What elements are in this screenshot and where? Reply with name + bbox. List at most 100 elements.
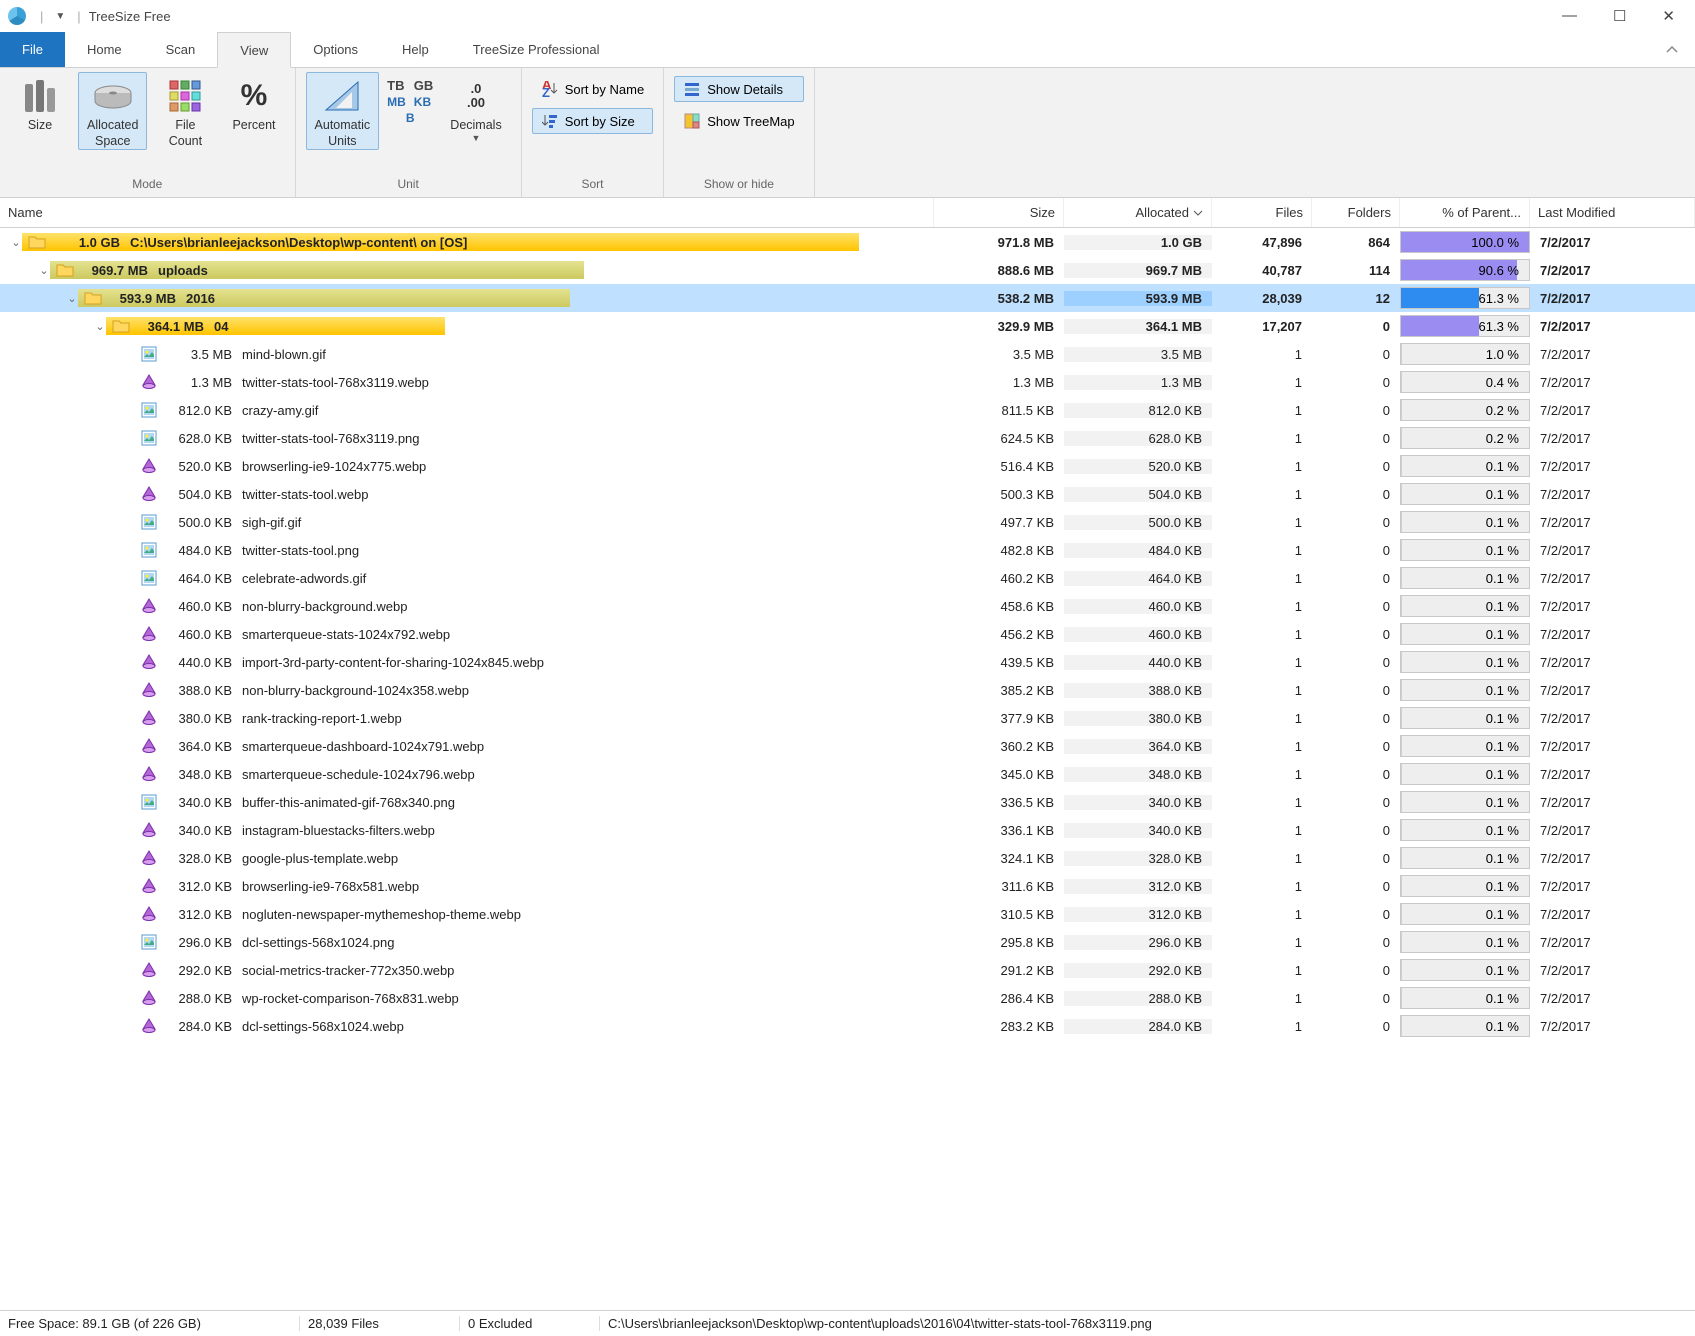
cell-files: 1 [1212, 375, 1312, 390]
tree-row[interactable]: 364.0 KB smarterqueue-dashboard-1024x791… [0, 732, 1695, 760]
cell-size: 971.8 MB [934, 235, 1064, 250]
cell-folders: 0 [1312, 991, 1400, 1006]
tree-row[interactable]: 292.0 KB social-metrics-tracker-772x350.… [0, 956, 1695, 984]
cell-modified: 7/2/2017 [1530, 1019, 1695, 1034]
row-filename: 04 [214, 319, 228, 334]
unit-kb[interactable]: KB [414, 95, 434, 109]
cell-modified: 7/2/2017 [1530, 347, 1695, 362]
menu-home[interactable]: Home [65, 32, 144, 67]
tree-row[interactable]: 288.0 KB wp-rocket-comparison-768x831.we… [0, 984, 1695, 1012]
sort-az-icon: AZ [541, 80, 559, 98]
menu-file[interactable]: File [0, 32, 65, 67]
tree-row[interactable]: 812.0 KB crazy-amy.gif 811.5 KB 812.0 KB… [0, 396, 1695, 424]
sort-by-name-button[interactable]: AZ Sort by Name [532, 76, 653, 102]
sort-desc-icon [1193, 208, 1203, 218]
cell-folders: 0 [1312, 655, 1400, 670]
tree-row[interactable]: 340.0 KB instagram-bluestacks-filters.we… [0, 816, 1695, 844]
tree-row[interactable]: 348.0 KB smarterqueue-schedule-1024x796.… [0, 760, 1695, 788]
menu-options[interactable]: Options [291, 32, 380, 67]
tree-row[interactable]: 484.0 KB twitter-stats-tool.png 482.8 KB… [0, 536, 1695, 564]
tree-row[interactable]: 520.0 KB browserling-ie9-1024x775.webp 5… [0, 452, 1695, 480]
minimize-button[interactable]: — [1562, 7, 1577, 25]
unit-b[interactable]: B [387, 111, 433, 125]
tree-row[interactable]: ⌄ 593.9 MB 2016 538.2 MB 593.9 MB 28,039… [0, 284, 1695, 312]
unit-decimals-button[interactable]: .0.00 Decimals ▼ [441, 72, 510, 144]
tree-row[interactable]: 504.0 KB twitter-stats-tool.webp 500.3 K… [0, 480, 1695, 508]
webp-icon [140, 653, 158, 671]
tree-row[interactable]: 388.0 KB non-blurry-background-1024x358.… [0, 676, 1695, 704]
col-modified[interactable]: Last Modified [1530, 198, 1695, 227]
cell-folders: 0 [1312, 851, 1400, 866]
tree-row[interactable]: 460.0 KB smarterqueue-stats-1024x792.web… [0, 620, 1695, 648]
row-filename: browserling-ie9-768x581.webp [242, 879, 419, 894]
webp-icon [140, 681, 158, 699]
col-name[interactable]: Name [0, 198, 934, 227]
tree-row[interactable]: 464.0 KB celebrate-adwords.gif 460.2 KB … [0, 564, 1695, 592]
qat-dropdown-icon[interactable]: ▼ [55, 11, 65, 22]
webp-icon [140, 989, 158, 1007]
unit-auto-button[interactable]: Automatic Units [306, 72, 380, 150]
cell-folders: 0 [1312, 739, 1400, 754]
expand-icon[interactable]: ⌄ [64, 292, 80, 305]
show-treemap-button[interactable]: Show TreeMap [674, 108, 803, 134]
ribbon-collapse-icon[interactable] [1649, 32, 1695, 67]
unit-mb[interactable]: MB [387, 95, 406, 109]
col-files[interactable]: Files [1212, 198, 1312, 227]
col-allocated[interactable]: Allocated [1064, 198, 1212, 227]
cell-folders: 864 [1312, 235, 1400, 250]
col-percent[interactable]: % of Parent... [1400, 198, 1530, 227]
cell-size: 811.5 KB [934, 403, 1064, 418]
tree-row[interactable]: 312.0 KB nogluten-newspaper-mythemeshop-… [0, 900, 1695, 928]
sort-by-size-button[interactable]: Sort by Size [532, 108, 653, 134]
expand-icon[interactable]: ⌄ [8, 236, 24, 249]
mode-size-button[interactable]: Size [10, 72, 70, 134]
mode-alloc-button[interactable]: Allocated Space [78, 72, 147, 150]
mode-percent-button[interactable]: % Percent [223, 72, 284, 134]
cell-modified: 7/2/2017 [1530, 431, 1695, 446]
tree-row[interactable]: 3.5 MB mind-blown.gif 3.5 MB 3.5 MB 1 0 … [0, 340, 1695, 368]
cell-files: 1 [1212, 711, 1312, 726]
menu-view[interactable]: View [217, 32, 291, 68]
tree-row[interactable]: 500.0 KB sigh-gif.gif 497.7 KB 500.0 KB … [0, 508, 1695, 536]
menu-scan[interactable]: Scan [144, 32, 218, 67]
tree-row[interactable]: 460.0 KB non-blurry-background.webp 458.… [0, 592, 1695, 620]
window-title: TreeSize Free [89, 9, 171, 24]
col-size[interactable]: Size [934, 198, 1064, 227]
cell-allocated: 388.0 KB [1064, 683, 1212, 698]
unit-gb[interactable]: GB [414, 78, 434, 93]
row-filename: twitter-stats-tool-768x3119.png [242, 431, 420, 446]
tree-row[interactable]: ⌄ 969.7 MB uploads 888.6 MB 969.7 MB 40,… [0, 256, 1695, 284]
expand-icon[interactable]: ⌄ [36, 264, 52, 277]
tree-row[interactable]: 1.3 MB twitter-stats-tool-768x3119.webp … [0, 368, 1695, 396]
expand-icon[interactable]: ⌄ [92, 320, 108, 333]
tree-row[interactable]: ⌄ 1.0 GB C:\Users\brianleejackson\Deskto… [0, 228, 1695, 256]
cell-modified: 7/2/2017 [1530, 543, 1695, 558]
cell-files: 17,207 [1212, 319, 1312, 334]
tree-row[interactable]: 440.0 KB import-3rd-party-content-for-sh… [0, 648, 1695, 676]
tree-row[interactable]: 380.0 KB rank-tracking-report-1.webp 377… [0, 704, 1695, 732]
cell-size: 310.5 KB [934, 907, 1064, 922]
col-folders[interactable]: Folders [1312, 198, 1400, 227]
tree-row[interactable]: 628.0 KB twitter-stats-tool-768x3119.png… [0, 424, 1695, 452]
cell-percent: 61.3 % [1400, 315, 1530, 337]
menu-pro[interactable]: TreeSize Professional [451, 32, 622, 67]
tree-row[interactable]: 296.0 KB dcl-settings-568x1024.png 295.8… [0, 928, 1695, 956]
app-logo-icon [8, 7, 26, 25]
cell-modified: 7/2/2017 [1530, 403, 1695, 418]
tree-row[interactable]: 340.0 KB buffer-this-animated-gif-768x34… [0, 788, 1695, 816]
column-headers: Name Size Allocated Files Folders % of P… [0, 198, 1695, 228]
close-button[interactable]: ✕ [1662, 7, 1675, 25]
cell-modified: 7/2/2017 [1530, 655, 1695, 670]
cell-files: 1 [1212, 543, 1312, 558]
tree-row[interactable]: 284.0 KB dcl-settings-568x1024.webp 283.… [0, 1012, 1695, 1040]
unit-tb[interactable]: TB [387, 78, 406, 93]
tree-row[interactable]: 312.0 KB browserling-ie9-768x581.webp 31… [0, 872, 1695, 900]
menu-help[interactable]: Help [380, 32, 451, 67]
maximize-button[interactable]: ☐ [1613, 7, 1626, 25]
tree-row[interactable]: ⌄ 364.1 MB 04 329.9 MB 364.1 MB 17,207 0… [0, 312, 1695, 340]
row-filename: social-metrics-tracker-772x350.webp [242, 963, 454, 978]
mode-count-button[interactable]: File Count [155, 72, 215, 150]
cell-allocated: 1.3 MB [1064, 375, 1212, 390]
tree-row[interactable]: 328.0 KB google-plus-template.webp 324.1… [0, 844, 1695, 872]
show-details-button[interactable]: Show Details [674, 76, 803, 102]
